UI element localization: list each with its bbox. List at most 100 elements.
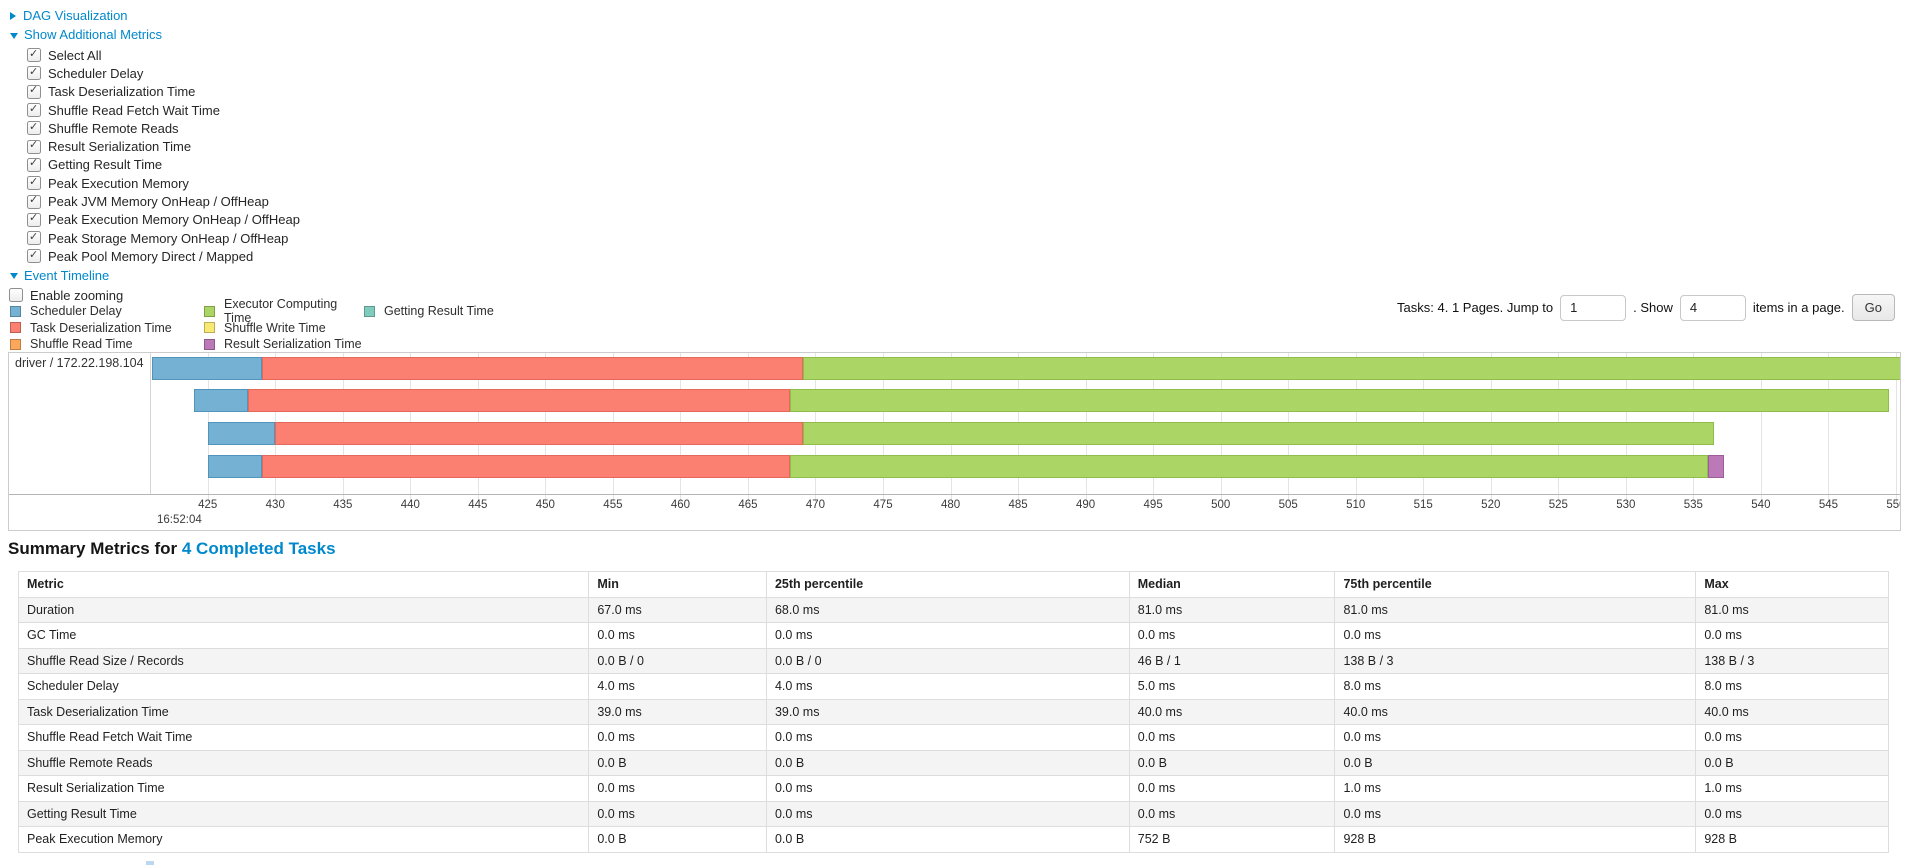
metric-checkbox[interactable] bbox=[27, 212, 41, 227]
metric-checkbox-row: Getting Result Time bbox=[27, 156, 300, 174]
tick-mark bbox=[342, 495, 344, 502]
tick-mark bbox=[1153, 495, 1155, 502]
enable-zooming-label: Enable zooming bbox=[30, 287, 124, 303]
metric-value-cell: 0.0 B / 0 bbox=[588, 647, 767, 674]
metric-checkbox-label: Peak Pool Memory Direct / Mapped bbox=[48, 248, 254, 264]
go-button[interactable]: Go bbox=[1851, 294, 1895, 321]
event-timeline-toggle[interactable]: Event Timeline bbox=[8, 266, 300, 285]
metric-checkbox[interactable] bbox=[27, 157, 41, 172]
metric-value-cell: 1.0 ms bbox=[1334, 775, 1697, 802]
metric-checkbox[interactable] bbox=[27, 48, 41, 63]
metric-value-cell: 0.0 B / 0 bbox=[765, 647, 1130, 674]
axis-tick-label: 520 bbox=[1481, 499, 1501, 511]
timeline-plot-area[interactable] bbox=[151, 353, 1900, 494]
task-bar-segment-task_deserialization[interactable] bbox=[261, 357, 804, 380]
task-pagination: Tasks: 4. 1 Pages. Jump to . Show items … bbox=[1397, 294, 1895, 321]
task-bar-segment-scheduler_delay[interactable] bbox=[207, 421, 276, 445]
metric-name-cell: Shuffle Remote Reads bbox=[17, 749, 590, 776]
summary-heading-text: Summary Metrics for bbox=[8, 539, 178, 558]
metric-value-cell: 5.0 ms bbox=[1128, 673, 1336, 700]
metric-value-cell: 39.0 ms bbox=[765, 698, 1130, 725]
task-bar-segment-executor_computing[interactable] bbox=[789, 389, 1890, 412]
tick-mark bbox=[680, 495, 682, 502]
axis-tick-label: 490 bbox=[1076, 499, 1096, 511]
tick-mark bbox=[1895, 495, 1897, 502]
metric-checkbox[interactable] bbox=[27, 231, 41, 246]
legend-label: Shuffle Write Time bbox=[224, 320, 326, 335]
task-bar-segment-task_deserialization[interactable] bbox=[248, 389, 790, 412]
tick-mark bbox=[1828, 495, 1830, 502]
legend-swatch-icon bbox=[10, 305, 21, 317]
tick-mark bbox=[1760, 495, 1762, 502]
task-bar-segment-task_deserialization[interactable] bbox=[261, 455, 790, 478]
metric-value-cell: 0.0 ms bbox=[1695, 800, 1889, 827]
metric-value-cell: 0.0 ms bbox=[1334, 724, 1697, 751]
metric-checkbox-row: Task Deserialization Time bbox=[27, 83, 300, 101]
metric-name-cell: Shuffle Read Size / Records bbox=[17, 647, 590, 674]
completed-tasks-link[interactable]: 4 Completed Tasks bbox=[181, 539, 336, 558]
dag-visualization-toggle[interactable]: DAG Visualization bbox=[8, 6, 300, 25]
table-row: Shuffle Read Fetch Wait Time 0.0 ms 0.0 ms… bbox=[17, 724, 1889, 751]
table-row: GC Time 0.0 ms 0.0 ms 0.0 ms 0.0 ms 0.0 ms bbox=[17, 622, 1889, 649]
legend-item: Result Serialization Time bbox=[204, 336, 364, 353]
tick-mark bbox=[1018, 495, 1020, 502]
metric-name-cell: Task Deserialization Time bbox=[17, 698, 590, 725]
task-bar-segment-scheduler_delay[interactable] bbox=[152, 357, 262, 380]
metric-value-cell: 39.0 ms bbox=[588, 698, 767, 725]
enable-zooming-checkbox[interactable] bbox=[9, 288, 23, 303]
metric-checkbox[interactable] bbox=[27, 84, 41, 99]
page-size-input[interactable] bbox=[1679, 294, 1746, 321]
axis-tick-label: 485 bbox=[1008, 499, 1028, 511]
task-bar-segment-task_deserialization[interactable] bbox=[275, 421, 804, 445]
task-bar-segment-executor_computing[interactable] bbox=[803, 421, 1714, 445]
metric-value-cell: 138 B / 3 bbox=[1334, 647, 1697, 674]
task-bar-segment-result_serialization[interactable] bbox=[1708, 455, 1725, 478]
task-bar-segment-executor_computing[interactable] bbox=[803, 357, 1900, 380]
executor-group-label: driver / 172.22.198.104 bbox=[15, 356, 144, 370]
metric-value-cell: 81.0 ms bbox=[1128, 596, 1336, 623]
metric-checkbox-label: Select All bbox=[48, 47, 102, 63]
axis-tick-label: 530 bbox=[1616, 499, 1636, 511]
metric-checkbox-label: Shuffle Remote Reads bbox=[48, 120, 179, 136]
table-row: Scheduler Delay 4.0 ms 4.0 ms 5.0 ms 8.0 ms 8… bbox=[17, 673, 1889, 700]
metric-value-cell: 0.0 ms bbox=[765, 775, 1130, 802]
show-additional-metrics-toggle[interactable]: Show Additional Metrics bbox=[8, 25, 300, 44]
timeline-axis: 425 430 435 440 445 450 455 460 465 470 475 480 485 4… bbox=[9, 494, 1900, 529]
metric-value-cell: 0.0 ms bbox=[765, 724, 1130, 751]
task-bar-segment-executor_computing[interactable] bbox=[789, 455, 1709, 478]
dag-visualization-link[interactable]: DAG Visualization bbox=[23, 8, 128, 23]
metric-checkbox[interactable] bbox=[27, 121, 41, 136]
metric-checkbox[interactable] bbox=[27, 66, 41, 81]
metric-checkbox[interactable] bbox=[27, 176, 41, 191]
metric-name-cell: Shuffle Read Fetch Wait Time bbox=[17, 724, 590, 751]
jump-to-page-input[interactable] bbox=[1560, 294, 1627, 321]
legend-label: Getting Result Time bbox=[384, 304, 494, 319]
collapsed-arrow-icon bbox=[10, 11, 16, 20]
event-timeline-link[interactable]: Event Timeline bbox=[24, 267, 110, 283]
axis-tick-label: 435 bbox=[333, 499, 353, 511]
metric-checkbox[interactable] bbox=[27, 249, 41, 264]
task-bar-segment-scheduler_delay[interactable] bbox=[194, 389, 249, 412]
tick-mark bbox=[477, 495, 479, 502]
metric-value-cell: 0.0 ms bbox=[1128, 800, 1336, 827]
metric-value-cell: 0.0 ms bbox=[1695, 622, 1889, 649]
metric-checkbox[interactable] bbox=[27, 139, 41, 154]
metric-checkbox-label: Peak Execution Memory bbox=[48, 175, 189, 191]
metric-checkbox[interactable] bbox=[27, 103, 41, 118]
tick-mark bbox=[1355, 495, 1357, 502]
metric-value-cell: 752 B bbox=[1128, 826, 1336, 853]
legend-swatch-icon bbox=[204, 322, 215, 334]
table-row: Peak Execution Memory 0.0 B 0.0 B 752 B 928 … bbox=[17, 826, 1889, 853]
table-row: Shuffle Remote Reads 0.0 B 0.0 B 0.0 B 0.0 B… bbox=[17, 749, 1889, 776]
tick-mark bbox=[612, 495, 614, 502]
legend-label: Result Serialization Time bbox=[224, 337, 362, 352]
axis-tick-label: 510 bbox=[1346, 499, 1366, 511]
task-bar-segment-scheduler_delay[interactable] bbox=[207, 455, 262, 478]
metric-value-cell: 40.0 ms bbox=[1334, 698, 1697, 725]
show-additional-metrics-link[interactable]: Show Additional Metrics bbox=[24, 27, 163, 42]
legend-label: Scheduler Delay bbox=[30, 304, 122, 319]
metric-value-cell: 138 B / 3 bbox=[1695, 647, 1889, 674]
metric-value-cell: 0.0 ms bbox=[588, 800, 767, 827]
metric-checkbox[interactable] bbox=[27, 194, 41, 209]
